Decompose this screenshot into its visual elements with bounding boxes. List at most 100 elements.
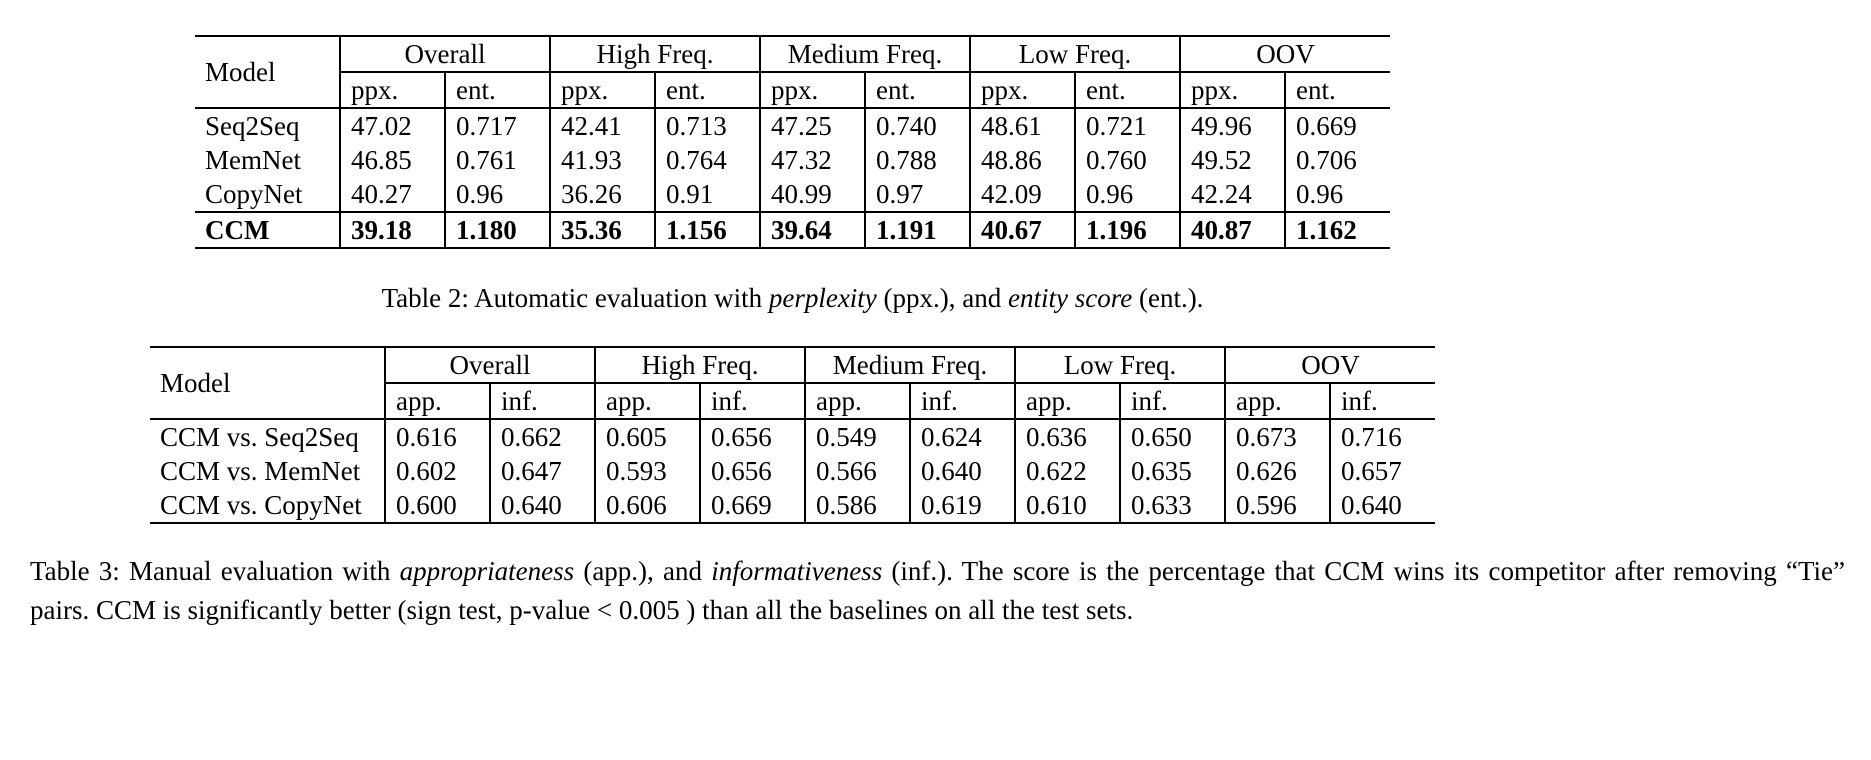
subheader-ppx: ppx.	[969, 72, 1075, 109]
caption-italic-segment: entity score	[1008, 283, 1133, 313]
value-cell: 0.596	[1224, 488, 1331, 523]
value-cell: 0.636	[1014, 419, 1120, 454]
subheader-ppx: ppx.	[759, 72, 865, 109]
value-cell: 0.549	[804, 419, 910, 454]
table-row: CCM vs. Seq2Seq 0.616 0.662 0.605 0.656 0.549…	[150, 419, 1436, 454]
value-cell: 0.761	[444, 143, 550, 177]
group-header-oov: OOV	[1224, 347, 1436, 384]
value-cell: 40.99	[759, 177, 865, 212]
value-cell: 0.622	[1014, 454, 1120, 488]
value-cell: 0.593	[594, 454, 700, 488]
table-row: CCM vs. CopyNet 0.600 0.640 0.606 0.669 0.586…	[150, 488, 1436, 523]
caption-text-segment: (inf.). The score is the percentage that…	[30, 556, 1846, 625]
value-cell: 0.96	[444, 177, 550, 212]
value-cell: 0.640	[1329, 488, 1436, 523]
value-cell: 0.650	[1118, 419, 1226, 454]
subheader-inf: inf.	[1118, 383, 1226, 420]
value-cell: 47.02	[339, 108, 445, 143]
value-cell: 0.600	[384, 488, 490, 523]
table-row: CCM vs. MemNet 0.602 0.647 0.593 0.656 0.566 0…	[150, 454, 1436, 488]
model-cell: CCM vs. MemNet	[160, 456, 361, 486]
value-cell: 0.626	[1224, 454, 1331, 488]
value-cell: 0.97	[864, 177, 970, 212]
value-cell: 0.647	[489, 454, 595, 488]
subheader-ent: ent.	[1284, 72, 1391, 109]
table-row: Seq2Seq 47.02 0.717 42.41 0.713 47.25 0.740 48.…	[195, 108, 1391, 143]
model-column-header: Model	[150, 347, 385, 420]
paper-page: Model Overall High Freq. Medium Freq. Lo…	[0, 35, 1871, 760]
subheader-ent: ent.	[444, 72, 550, 109]
group-header-oov: OOV	[1179, 36, 1391, 73]
subheader-ent: ent.	[654, 72, 760, 109]
value-cell: 0.764	[654, 143, 760, 177]
value-cell: 0.640	[909, 454, 1015, 488]
caption-italic-segment: informativeness	[711, 556, 883, 586]
value-cell: 0.91	[654, 177, 760, 212]
value-cell: 42.09	[969, 177, 1075, 212]
subheader-app: app.	[594, 383, 700, 420]
value-cell: 39.64	[759, 211, 865, 248]
group-header-overall: Overall	[384, 347, 595, 384]
subheader-row: ppx. ent. ppx. ent. ppx. ent. ppx. ent. …	[195, 72, 1391, 109]
caption-text-segment: (ppx.), and	[876, 283, 1009, 313]
value-cell: 0.656	[699, 454, 805, 488]
value-cell: 0.616	[384, 419, 490, 454]
group-header-row: Model Overall High Freq. Medium Freq. Lo…	[150, 347, 1436, 420]
value-cell: 0.760	[1073, 143, 1181, 177]
group-header-high-freq: High Freq.	[549, 36, 760, 73]
subheader-app: app.	[804, 383, 910, 420]
value-cell: 47.25	[759, 108, 865, 143]
value-cell: 0.635	[1118, 454, 1226, 488]
value-cell: 48.61	[969, 108, 1075, 143]
value-cell: 41.93	[549, 143, 655, 177]
caption-text-segment: Table 2: Automatic evaluation with	[381, 283, 769, 313]
value-cell: 0.566	[804, 454, 910, 488]
value-cell: 0.606	[594, 488, 700, 523]
table-row: MemNet 46.85 0.761 41.93 0.764 47.32 0.788 48.8…	[195, 143, 1391, 177]
value-cell: 1.162	[1284, 211, 1391, 248]
value-cell: 0.713	[654, 108, 760, 143]
model-cell: Seq2Seq	[205, 111, 300, 141]
subheader-inf: inf.	[489, 383, 595, 420]
value-cell: 40.27	[339, 177, 445, 212]
model-cell: CCM vs. CopyNet	[160, 490, 362, 520]
automatic-evaluation-table: Model Overall High Freq. Medium Freq. Lo…	[195, 35, 1391, 249]
value-cell: 0.610	[1014, 488, 1120, 523]
group-header-low-freq: Low Freq.	[1013, 347, 1226, 384]
value-cell: 0.740	[864, 108, 970, 143]
value-cell: 0.624	[909, 419, 1015, 454]
value-cell: 40.67	[969, 211, 1075, 248]
value-cell: 0.656	[699, 419, 805, 454]
subheader-ppx: ppx.	[339, 72, 445, 109]
subheader-ppx: ppx.	[549, 72, 655, 109]
value-cell: 42.24	[1179, 177, 1286, 212]
value-cell: 1.180	[444, 211, 550, 248]
table-row: CopyNet 40.27 0.96 36.26 0.91 40.99 0.97 42.09 0…	[195, 177, 1391, 212]
value-cell: 47.32	[759, 143, 865, 177]
value-cell: 39.18	[339, 211, 445, 248]
subheader-inf: inf.	[909, 383, 1015, 420]
group-header-high-freq: High Freq.	[594, 347, 805, 384]
value-cell: 0.657	[1329, 454, 1436, 488]
subheader-ppx: ppx.	[1179, 72, 1286, 109]
group-header-medium-freq: Medium Freq.	[804, 347, 1015, 384]
group-header-overall: Overall	[339, 36, 550, 73]
value-cell: 35.36	[549, 211, 655, 248]
table2-caption: Table 2: Automatic evaluation with perpl…	[195, 279, 1390, 318]
caption-text-segment: Table 3: Manual evaluation with	[30, 556, 400, 586]
value-cell: 40.87	[1179, 211, 1286, 248]
model-column-header: Model	[195, 36, 340, 109]
caption-text-segment: (ent.).	[1132, 283, 1204, 313]
value-cell: 46.85	[339, 143, 445, 177]
value-cell: 1.191	[864, 211, 970, 248]
value-cell: 0.96	[1284, 177, 1391, 212]
subheader-inf: inf.	[1329, 383, 1436, 420]
value-cell: 0.717	[444, 108, 550, 143]
caption-italic-segment: appropriateness	[399, 556, 575, 586]
subheader-app: app.	[1014, 383, 1120, 420]
value-cell: 0.706	[1284, 143, 1391, 177]
value-cell: 0.662	[489, 419, 595, 454]
table-row: CCM 39.18 1.180 35.36 1.156 39.64 1.191 40.67 1.…	[195, 211, 1391, 248]
value-cell: 42.41	[549, 108, 655, 143]
value-cell: 0.669	[699, 488, 805, 523]
